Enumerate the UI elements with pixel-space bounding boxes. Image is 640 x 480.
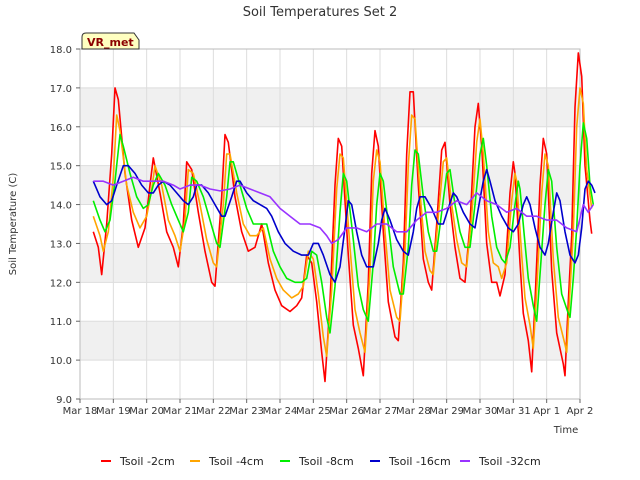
x-tick-label: Mar 31	[496, 406, 531, 417]
x-tick-label: Mar 30	[463, 406, 498, 417]
y-tick-label: 13.0	[50, 239, 72, 250]
y-axis-title: Soil Temperature (C)	[8, 173, 19, 276]
y-tick-label: 18.0	[50, 45, 72, 56]
station-label-background	[81, 32, 140, 50]
plot-frame	[79, 48, 581, 400]
legend-label: Tsoil -16cm	[388, 455, 451, 468]
series-line	[92, 52, 593, 383]
plot-background-bands	[80, 49, 580, 399]
x-tick-label: Mar 18	[63, 406, 98, 417]
series-line	[92, 122, 595, 334]
background-band	[80, 87, 580, 127]
x-tick-label: Mar 25	[296, 406, 331, 417]
x-tick-label: Apr 1	[533, 406, 560, 417]
series-lines	[92, 52, 596, 383]
legend-label: Tsoil -4cm	[208, 455, 264, 468]
x-tick-label: Mar 23	[229, 406, 264, 417]
station-label: VR_met	[87, 36, 134, 49]
y-tick-label: 15.0	[50, 162, 72, 173]
x-tick-label: Mar 19	[96, 406, 131, 417]
chart-title: Soil Temperatures Set 2	[243, 5, 398, 20]
y-axis-ticks: 9.0 10.0 11.0 12.0 13.0 14.0 15.0 16.0 17.0 18.0	[50, 45, 80, 406]
y-tick-label: 17.0	[50, 84, 72, 95]
legend-label: Tsoil -2cm	[119, 455, 175, 468]
legend-label: Tsoil -8cm	[298, 455, 354, 468]
legend-label: Tsoil -32cm	[478, 455, 541, 468]
x-tick-label: Mar 24	[263, 406, 298, 417]
y-tick-label: 9.0	[56, 395, 72, 406]
legend-item: Tsoil -4cm	[190, 455, 264, 468]
y-tick-label: 14.0	[50, 201, 72, 212]
y-tick-label: 16.0	[50, 123, 72, 134]
x-tick-label: Mar 22	[196, 406, 231, 417]
x-tick-label: Mar 26	[329, 406, 364, 417]
x-axis-title: Time	[553, 425, 578, 436]
x-tick-label: Mar 21	[163, 406, 198, 417]
background-band	[80, 165, 580, 205]
y-tick-label: 12.0	[50, 278, 72, 289]
x-tick-label: Mar 29	[429, 406, 464, 417]
y-tick-label: 10.0	[50, 356, 72, 367]
x-tick-label: Mar 20	[129, 406, 164, 417]
legend-item: Tsoil -32cm	[460, 455, 541, 468]
x-tick-label: Mar 27	[363, 406, 398, 417]
y-tick-label: 11.0	[50, 317, 72, 328]
legend-item: Tsoil -2cm	[101, 455, 175, 468]
legend-item: Tsoil -16cm	[370, 455, 451, 468]
series-line	[92, 164, 596, 284]
legend-item: Tsoil -8cm	[280, 455, 354, 468]
series-line	[93, 176, 594, 245]
x-tick-label: Apr 2	[567, 406, 594, 417]
station-label-box: VR_met	[81, 32, 140, 50]
legend: Tsoil -2cm Tsoil -4cm Tsoil -8cm Tsoil -16c…	[101, 455, 541, 468]
x-tick-label: Mar 28	[396, 406, 431, 417]
